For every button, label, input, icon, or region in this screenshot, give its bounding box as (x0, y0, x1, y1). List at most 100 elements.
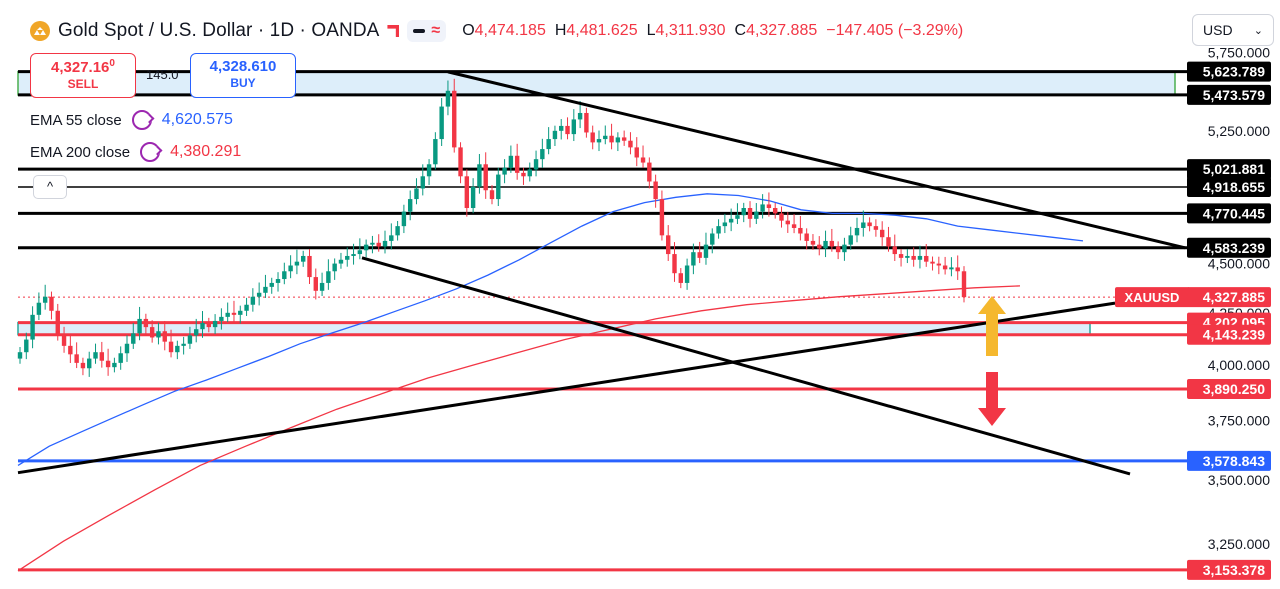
candle-body (678, 273, 684, 283)
currency-select[interactable]: USD ⌄ (1192, 14, 1274, 46)
candle-body (798, 227, 803, 234)
candle-body (55, 310, 60, 336)
candle-body (949, 267, 954, 270)
candle-body (892, 246, 897, 255)
candle-body (483, 164, 488, 191)
candle-body (942, 265, 948, 270)
ohlc-readout: O4,474.185 H4,481.625 L4,311.930 C4,327.… (462, 22, 963, 40)
candle-body (269, 282, 274, 287)
candle-body (961, 271, 967, 298)
refresh-icon[interactable] (131, 110, 152, 130)
symbol-header: Gold Spot / U.S. Dollar · 1D · OANDA ≈ O… (30, 18, 963, 44)
buy-button[interactable]: 4,328.610 BUY (190, 53, 296, 98)
last-price-tag-label: 4,327.885 (1203, 289, 1265, 305)
candle-body (420, 176, 425, 189)
candle-body (779, 213, 784, 221)
candle-body (559, 125, 564, 131)
candle-body (407, 199, 413, 212)
gold-logo-icon[interactable] (30, 21, 50, 41)
candle-body (533, 159, 539, 170)
candle-body (36, 302, 42, 315)
candle-body (810, 240, 816, 245)
candle-body (508, 155, 514, 168)
candle-body (137, 318, 142, 334)
buy-label: BUY (230, 76, 256, 90)
candle-body (659, 199, 665, 236)
candle-body (376, 242, 381, 247)
high-readout: H4,481.625 (554, 22, 638, 39)
ema200-line (17, 285, 1021, 572)
ema200-label: EMA 200 close (30, 143, 131, 161)
candle-body (584, 112, 589, 133)
level-tag-label: 4,583.239 (1203, 240, 1265, 256)
candle-body (710, 233, 715, 245)
trendline-rising-support (17, 301, 1116, 475)
candle-body (514, 155, 520, 173)
currency-value: USD (1203, 22, 1233, 38)
candle-body (911, 255, 916, 260)
spread-value: 145.0 (146, 67, 179, 82)
candle-body (835, 246, 841, 253)
level-tag-label: 5,623.789 (1203, 64, 1265, 80)
candle-body (93, 352, 98, 359)
axis-tick-label: 3,750.000 (1208, 413, 1270, 429)
up-arrow (978, 296, 1006, 356)
candle-body (426, 164, 432, 177)
indicator-pill[interactable]: ≈ (407, 20, 447, 42)
candle-body (282, 271, 287, 280)
candle-body (168, 341, 174, 353)
ema200-legend[interactable]: EMA 200 close 4,380.291 (30, 142, 241, 162)
ema55-label: EMA 55 close (30, 111, 122, 129)
chevron-up-icon: ^ (46, 179, 54, 194)
candle-body (527, 169, 532, 177)
open-readout: O4,474.185 (462, 22, 546, 39)
candle-body (452, 90, 457, 148)
ema55-value: 4,620.575 (161, 111, 233, 128)
level-tag-bg (1187, 237, 1271, 258)
axis-tick-label: 4,000.000 (1208, 357, 1270, 373)
candle-body (760, 204, 765, 212)
level-tag-bg (1187, 84, 1271, 105)
sell-button[interactable]: 4,327.160 SELL (30, 53, 136, 98)
candle-body (722, 222, 728, 227)
candle-body (697, 252, 702, 258)
candle-body (363, 244, 369, 251)
candle-body (401, 211, 407, 227)
ema55-line (17, 193, 1084, 466)
candle-body (861, 222, 866, 228)
candle-body (703, 244, 709, 258)
refresh-icon[interactable] (140, 142, 161, 162)
candle-body (351, 254, 356, 256)
candle-body (395, 226, 400, 236)
candle-body (105, 360, 111, 368)
candle-body (653, 181, 658, 200)
candle-body (275, 279, 281, 283)
candle-body (307, 255, 312, 278)
collapse-legend-button[interactable]: ^ (33, 175, 67, 199)
candle-body (149, 327, 155, 338)
down-arrow (978, 372, 1006, 426)
level-tag-label: 4,770.445 (1203, 205, 1265, 221)
level-tag-label: 3,578.843 (1203, 453, 1265, 469)
candle-body (741, 208, 746, 216)
ema55-legend[interactable]: EMA 55 close 4,620.575 (30, 110, 233, 130)
symbol-title[interactable]: Gold Spot / U.S. Dollar · 1D · OANDA (58, 20, 380, 41)
candle-body (577, 112, 583, 120)
price-axis: 5,750.0005,250.0004,500.0004,250.0004,00… (1208, 44, 1270, 551)
candle-body (879, 229, 885, 238)
candle-body (804, 233, 809, 241)
minus-icon[interactable] (413, 29, 426, 33)
candle-body (49, 296, 54, 311)
market-closed-icon[interactable] (387, 25, 400, 37)
candle-body (87, 358, 92, 369)
level-tag-bg (1187, 61, 1271, 82)
candle-body (540, 149, 545, 160)
close-readout: C4,327.885 (734, 22, 818, 39)
candle-body (250, 296, 256, 305)
candle-body (873, 226, 879, 230)
candle-body (766, 204, 772, 209)
wave-icon[interactable]: ≈ (431, 22, 441, 39)
buy-price: 4,328.610 (209, 58, 277, 75)
candle-body (621, 137, 627, 141)
